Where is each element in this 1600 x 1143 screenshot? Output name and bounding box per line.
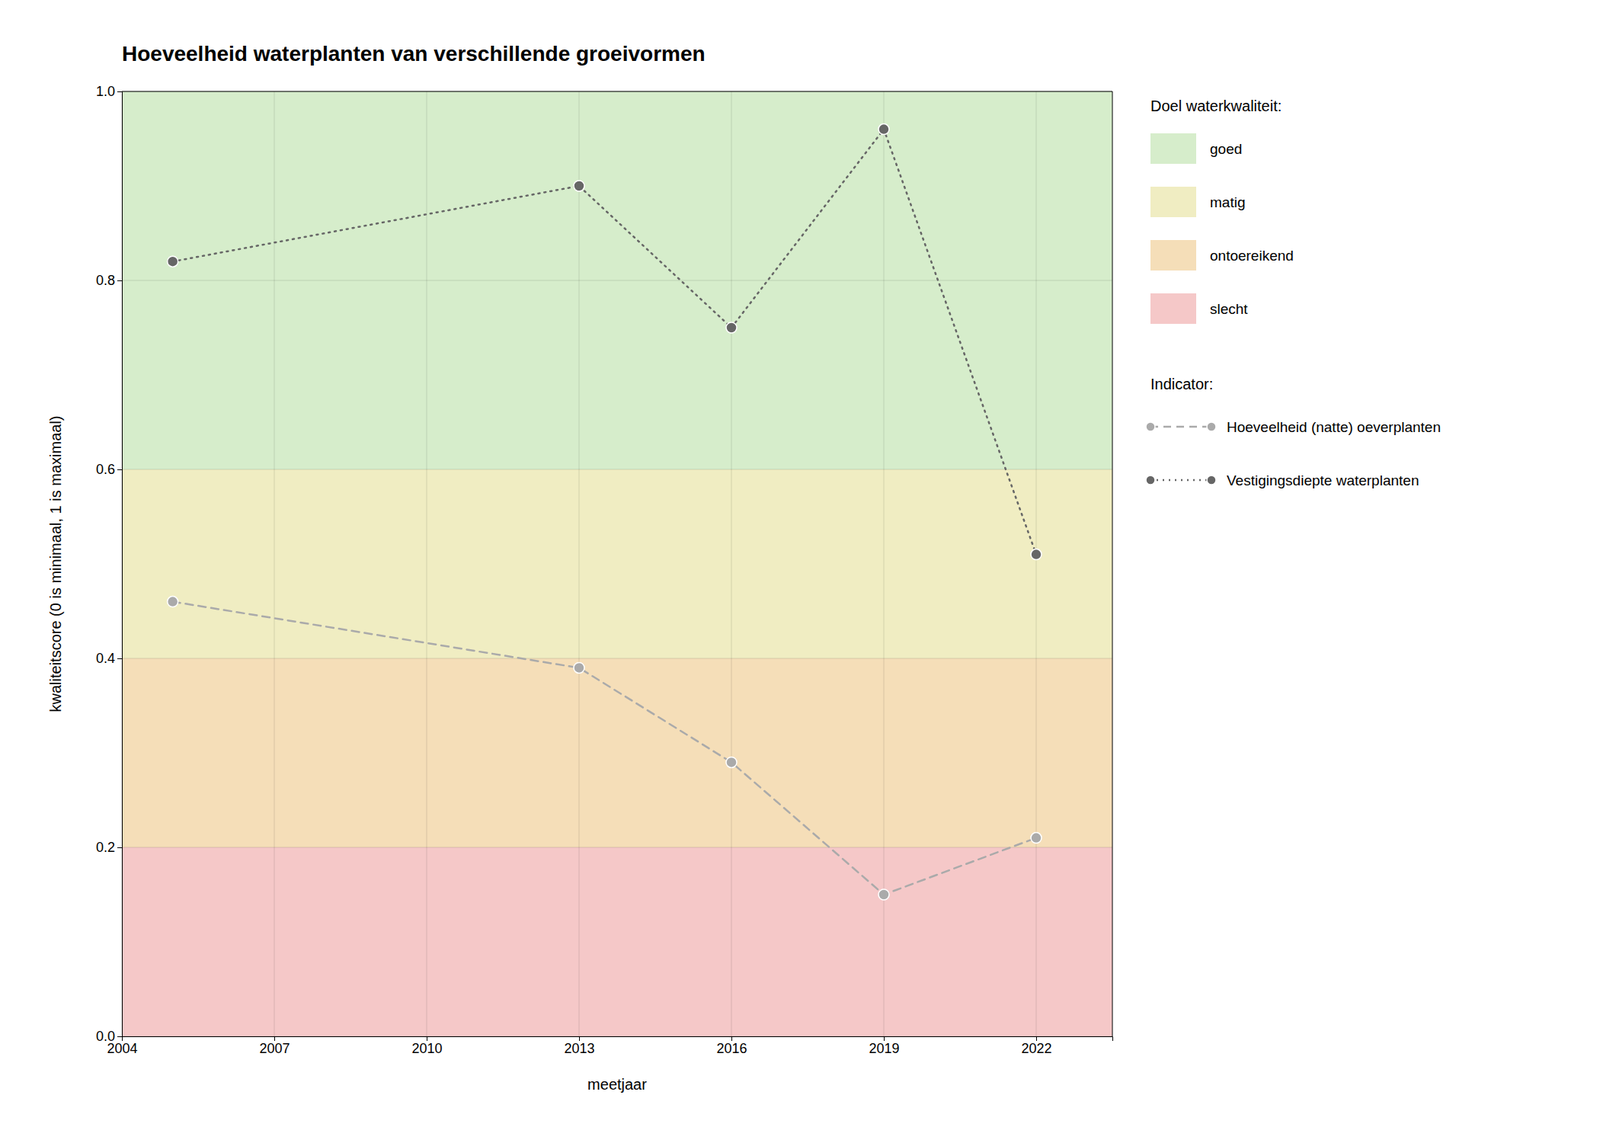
grid-line: [426, 91, 428, 1037]
tick-label: 2022: [1020, 1040, 1052, 1056]
series: [167, 596, 1042, 900]
tick-label: 2016: [716, 1040, 747, 1056]
grid-line: [121, 280, 1113, 282]
point: [573, 662, 585, 673]
y-axis-title: kwaliteitscore (0 is minimaal, 1 is maxi…: [47, 416, 64, 713]
tick-label: 0.6: [96, 461, 116, 477]
grid-line: [579, 91, 580, 1037]
x-axis: 2004200720102013201620192022: [106, 1036, 1113, 1056]
legend-label: Hoeveelheid (natte) oeverplanten: [1226, 419, 1441, 436]
tick: 2007: [259, 1036, 290, 1056]
tick: 2022: [1020, 1036, 1052, 1056]
point: [878, 889, 890, 900]
grid-line: [1036, 91, 1037, 1037]
legend-swatch: [1150, 293, 1197, 324]
line: [172, 601, 1037, 895]
legend-swatch: [1150, 186, 1197, 218]
legend-line: [1150, 479, 1212, 482]
tick: 0.4: [96, 650, 122, 666]
legend-swatch: [1150, 240, 1197, 271]
tick-label: 2010: [411, 1040, 442, 1056]
tick: 2019: [868, 1036, 900, 1056]
point: [573, 180, 585, 192]
series-layer: [167, 124, 1042, 900]
legend-swatch: [1150, 133, 1197, 164]
point: [878, 124, 890, 135]
tick-mark: [117, 469, 122, 471]
series: [167, 124, 1042, 560]
tick-label: 1.0: [96, 83, 116, 100]
axis-line: [117, 92, 123, 1037]
y-axis: 0.0 0.2 0.4 0.6 0.8 1.0: [96, 83, 123, 1044]
tick-mark: [117, 91, 122, 93]
legend-line: [1150, 425, 1212, 429]
tick: 1.0: [96, 83, 122, 100]
grid-line: [274, 91, 276, 1037]
title: Hoeveelheid waterplanten van verschillen…: [121, 41, 706, 66]
band: [121, 469, 1113, 659]
band: [121, 91, 1113, 470]
chart: 20042007201020132016201920220.00.20.40.6…: [0, 0, 1600, 1143]
grid-line: [731, 91, 733, 1037]
tick-mark: [117, 280, 122, 282]
legend-marker: [1145, 422, 1156, 432]
tick: 2010: [411, 1036, 442, 1056]
tick: 0.2: [96, 839, 122, 855]
grid: [121, 91, 1113, 1037]
legend-label: goed: [1209, 140, 1242, 157]
frame: [121, 91, 1113, 93]
band: [121, 658, 1113, 848]
data-layer: [121, 91, 1113, 1037]
tick: 0.6: [96, 461, 122, 477]
x-axis-title: meetjaar: [587, 1075, 647, 1093]
tick-label: 0.2: [96, 839, 116, 855]
tick-label: 2019: [868, 1040, 900, 1056]
tick: 2016: [716, 1036, 747, 1056]
tick: 0.8: [96, 272, 122, 288]
tick: 2013: [563, 1036, 595, 1056]
legend-marker: [1206, 422, 1216, 432]
point: [167, 256, 179, 267]
frame: [1112, 91, 1114, 1037]
tick: 0.0: [96, 1028, 122, 1044]
tick-mark: [117, 658, 122, 660]
tick-label: 0.8: [96, 272, 116, 288]
legend-title: Indicator:: [1150, 375, 1213, 393]
point: [1030, 832, 1042, 844]
plot-area: 20042007201020132016201920220.00.20.40.6…: [96, 83, 1114, 1056]
point: [167, 596, 179, 608]
legend-label: matig: [1209, 194, 1245, 211]
band: [121, 847, 1113, 1037]
grid-line: [121, 469, 1113, 471]
legend-label: Vestigingsdiepte waterplanten: [1226, 472, 1419, 489]
point: [726, 322, 737, 333]
point: [726, 756, 737, 768]
line: [172, 129, 1037, 555]
tick-mark: [117, 1036, 122, 1037]
legend-label: slecht: [1209, 300, 1248, 317]
tick-label: 0.4: [96, 650, 116, 666]
grid-line: [121, 658, 1113, 660]
legend: Doel waterkwaliteit: goed matig ontoereiken…: [1145, 97, 1441, 489]
bands: [121, 91, 1113, 1037]
legend-marker: [1206, 475, 1216, 485]
grid-line: [121, 91, 1113, 93]
tick-label: 0.0: [96, 1028, 116, 1044]
legend-label: ontoereikend: [1209, 247, 1294, 264]
legend-title: Doel waterkwaliteit:: [1150, 97, 1282, 115]
point: [1030, 549, 1042, 560]
tick-label: 2013: [563, 1040, 595, 1056]
grid-line: [121, 847, 1113, 848]
tick-mark: [117, 847, 122, 848]
legend-marker: [1145, 475, 1156, 485]
tick-label: 2007: [259, 1040, 290, 1056]
